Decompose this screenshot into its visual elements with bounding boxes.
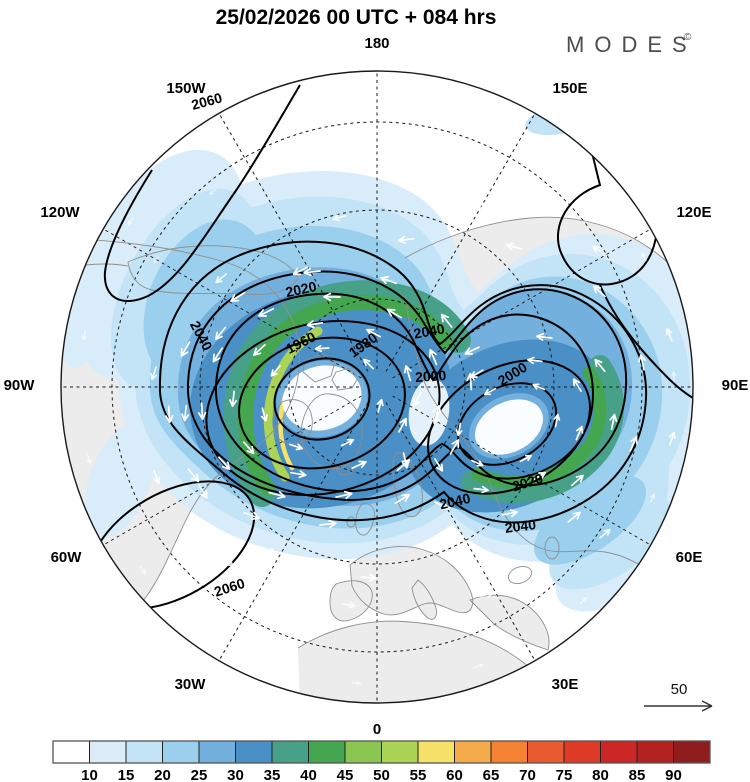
contour-label: 2040 bbox=[412, 320, 446, 341]
colorbar-tick: 65 bbox=[483, 767, 500, 782]
contour-label: 2020 bbox=[284, 278, 318, 300]
latitude-circle bbox=[288, 298, 466, 476]
lon-label: 150E bbox=[552, 80, 587, 97]
colorbar-tick: 80 bbox=[592, 767, 609, 782]
colorbar-cell bbox=[636, 740, 674, 764]
colorbar-tick: 60 bbox=[446, 767, 463, 782]
wind-arrow-ring bbox=[150, 203, 676, 609]
colorbar-tick: 50 bbox=[373, 767, 390, 782]
meridian-line bbox=[392, 228, 651, 379]
colorbar-tick: 15 bbox=[118, 767, 135, 782]
colorbar-cell bbox=[89, 740, 127, 764]
contour-layer bbox=[88, 84, 693, 610]
colorbar-cell bbox=[673, 740, 711, 764]
colorbar-tick: 30 bbox=[227, 767, 244, 782]
map-area bbox=[61, 71, 693, 703]
colorbar-cell bbox=[454, 740, 492, 764]
wind-arrow-ring bbox=[455, 383, 561, 467]
wind-arrow-ring bbox=[165, 267, 475, 529]
colorbar-tick: 25 bbox=[191, 767, 208, 782]
colorbar-cell bbox=[198, 740, 236, 764]
lon-label: 150W bbox=[166, 80, 206, 97]
meridian-line bbox=[385, 113, 536, 372]
longitude-labels: 180 150W 150E 120W 120E 90W 90E 60W 60E 30W 30E 0 bbox=[4, 35, 749, 738]
colorbar-cell bbox=[125, 740, 163, 764]
colorbar-cell bbox=[563, 740, 601, 764]
wind-arrow-ring bbox=[153, 129, 469, 264]
colorbar-cell bbox=[308, 740, 346, 764]
colorbar-cell bbox=[527, 740, 565, 764]
colorbar-tick: 70 bbox=[519, 767, 536, 782]
lon-label: 180 bbox=[364, 35, 389, 52]
colorbar-cell bbox=[162, 740, 200, 764]
colorbar-border bbox=[52, 740, 711, 764]
chart-title: 25/02/2026 00 UTC + 084 hrs bbox=[216, 6, 497, 29]
wind-scale-value: 50 bbox=[671, 681, 688, 698]
colorbar-cell bbox=[235, 740, 273, 764]
colorbar-cell bbox=[417, 740, 455, 764]
wind-scale: 50 bbox=[644, 681, 713, 712]
meridian-line bbox=[103, 395, 362, 546]
colorbar-cell bbox=[600, 740, 638, 764]
meridian-line bbox=[218, 113, 369, 372]
wind-arrow-ring bbox=[229, 320, 412, 479]
lon-label: 90W bbox=[4, 377, 36, 394]
modes-logo-copyright: © bbox=[684, 32, 692, 43]
shading-layer bbox=[61, 87, 693, 612]
meridian-line bbox=[392, 395, 651, 546]
wind-arrow-ring bbox=[260, 344, 384, 451]
wind-arrow-ring bbox=[401, 332, 618, 518]
meridian-line bbox=[218, 402, 369, 661]
wind-scale-arrow-icon bbox=[644, 700, 713, 712]
colorbar-cell bbox=[381, 740, 419, 764]
colorbar-cell bbox=[344, 740, 382, 764]
lon-label: 60W bbox=[51, 549, 83, 566]
colorbar-tick: 40 bbox=[300, 767, 317, 782]
wind-arrow-ring bbox=[81, 90, 677, 686]
wind-arrow-ring bbox=[181, 235, 647, 582]
contour-label: 2040 bbox=[438, 490, 472, 513]
contour-label: 2060 bbox=[190, 89, 224, 113]
colorbar-tick: 20 bbox=[154, 767, 171, 782]
contour-label: 2000 bbox=[415, 367, 447, 385]
colorbar-tick: 55 bbox=[410, 767, 427, 782]
wind-arrow-ring bbox=[432, 356, 584, 494]
lon-label: 90E bbox=[722, 377, 749, 394]
graticule bbox=[61, 71, 693, 703]
colorbar-tick: 85 bbox=[629, 767, 646, 782]
lon-label: 120W bbox=[40, 204, 80, 221]
colorbar-tick: 35 bbox=[264, 767, 281, 782]
meridian-line bbox=[385, 402, 536, 661]
lon-label: 120E bbox=[676, 204, 711, 221]
meridian-line bbox=[103, 228, 362, 379]
colorbar-cell bbox=[271, 740, 309, 764]
modes-logo: MODES bbox=[566, 32, 697, 57]
colorbar-cell bbox=[52, 740, 90, 764]
lon-label: 0 bbox=[373, 721, 381, 738]
colorbar-tick: 90 bbox=[665, 767, 682, 782]
colorbar-tick: 10 bbox=[81, 767, 98, 782]
colorbar-tick: 75 bbox=[556, 767, 573, 782]
colorbar-cell bbox=[490, 740, 528, 764]
wind-arrow-ring bbox=[197, 292, 442, 500]
flow-arrows bbox=[81, 90, 677, 686]
colorbar-tick: 45 bbox=[337, 767, 354, 782]
contour-label: 2040 bbox=[504, 516, 537, 536]
map-boundary-circle bbox=[60, 70, 694, 704]
lon-label: 30W bbox=[175, 676, 207, 693]
colorbar: 10 15 20 25 30 35 40 45 50 55 60 65 70 75 80 85 90 bbox=[52, 740, 711, 782]
lon-label: 60E bbox=[676, 549, 703, 566]
lon-label: 30E bbox=[552, 676, 579, 693]
